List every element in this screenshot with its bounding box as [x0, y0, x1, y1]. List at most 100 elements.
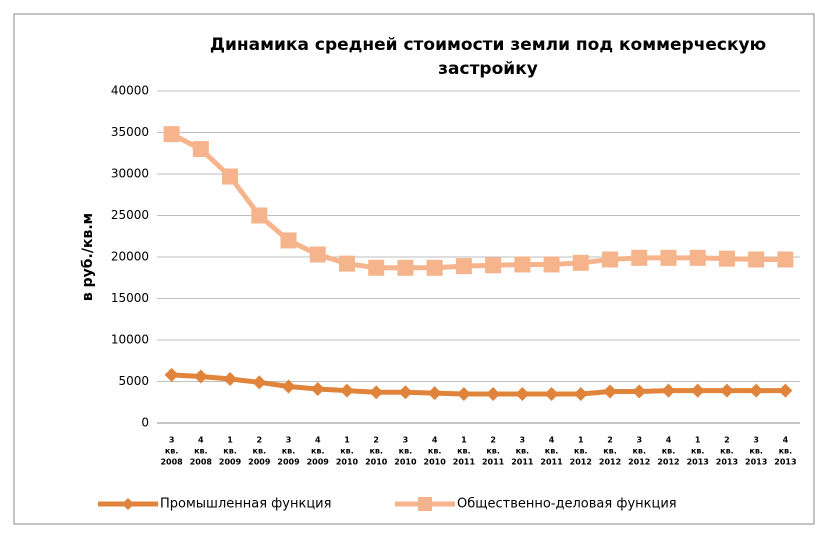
point [426, 259, 443, 276]
x-tick-label: кв. [486, 447, 500, 456]
point [368, 259, 385, 276]
point [339, 383, 354, 398]
point [485, 257, 502, 274]
point [515, 386, 530, 401]
x-tick-label: 2011 [482, 458, 505, 467]
x-tick-label: 3 [286, 436, 292, 445]
x-tick-label: кв. [399, 447, 413, 456]
x-tick-label: 2008 [160, 458, 183, 467]
point [573, 386, 588, 401]
x-tick-label: кв. [662, 447, 676, 456]
point [514, 256, 531, 273]
point [398, 385, 413, 400]
point [748, 251, 765, 268]
point [310, 381, 325, 396]
x-tick-label: 2 [490, 436, 496, 445]
x-tick-label: кв. [194, 447, 208, 456]
point [252, 375, 267, 390]
legend-marker [418, 497, 432, 511]
x-tick-label: 4 [783, 436, 789, 445]
x-tick-label: кв. [253, 447, 267, 456]
legend-marker [122, 498, 134, 510]
point [338, 255, 355, 272]
point [223, 372, 238, 387]
x-tick-label: 3 [753, 436, 759, 445]
point [281, 379, 296, 394]
point [660, 249, 677, 266]
x-tick-label: 2008 [190, 458, 213, 467]
y-tick-label: 0 [141, 416, 149, 430]
point [280, 232, 297, 249]
point [719, 383, 734, 398]
point [164, 367, 179, 382]
x-tick-label: кв. [311, 447, 325, 456]
point [309, 246, 326, 263]
x-tick-label: 1 [461, 436, 467, 445]
x-tick-label: 2012 [657, 458, 679, 467]
point [778, 383, 793, 398]
point [251, 207, 268, 224]
x-tick-label: 4 [315, 436, 321, 445]
x-tick-label: 4 [198, 436, 204, 445]
x-tick-label: кв. [720, 447, 734, 456]
x-tick-label: 2013 [687, 458, 709, 467]
y-tick-label: 15000 [111, 291, 149, 305]
x-tick-label: 2011 [453, 458, 476, 467]
point [718, 250, 735, 267]
chart-title: застройку [438, 59, 538, 79]
point [369, 385, 384, 400]
x-tick-label: кв. [603, 447, 617, 456]
y-tick-label: 20000 [111, 250, 149, 264]
x-tick-label: 1 [578, 436, 584, 445]
point [602, 251, 619, 268]
y-tick-label: 5000 [118, 374, 149, 388]
x-tick-label: кв. [369, 447, 383, 456]
x-tick-label: кв. [632, 447, 646, 456]
point [689, 249, 706, 266]
x-tick-label: 2010 [365, 458, 388, 467]
x-tick-label: 4 [549, 436, 555, 445]
x-tick-label: 2013 [774, 458, 796, 467]
point [690, 383, 705, 398]
x-tick-label: 4 [666, 436, 672, 445]
x-tick-label: 3 [403, 436, 409, 445]
series-line [170, 131, 786, 271]
x-tick-label: 2 [257, 436, 263, 445]
x-tick-label: 2009 [277, 458, 300, 467]
x-tick-label: кв. [545, 447, 559, 456]
x-tick-label: 1 [695, 436, 701, 445]
point [543, 256, 560, 273]
y-tick-label: 10000 [111, 333, 149, 347]
legend-label: Промышленная функция [160, 497, 331, 512]
x-tick-label: 2012 [628, 458, 650, 467]
x-tick-label: 2013 [716, 458, 738, 467]
point [631, 249, 648, 266]
x-tick-label: 2 [607, 436, 613, 445]
x-tick-label: 2009 [307, 458, 330, 467]
x-tick-label: 2009 [219, 458, 242, 467]
x-tick-label: 3 [169, 436, 175, 445]
point [544, 386, 559, 401]
point [456, 386, 471, 401]
x-tick-label: 2012 [599, 458, 621, 467]
x-tick-label: кв. [223, 447, 237, 456]
x-tick-label: 2013 [745, 458, 767, 467]
x-tick-label: 2012 [570, 458, 592, 467]
x-tick-label: 2010 [394, 458, 417, 467]
point [192, 141, 209, 158]
x-tick-label: кв. [457, 447, 471, 456]
point [455, 258, 472, 275]
point [486, 386, 501, 401]
chart-title: Динамика средней стоимости земли под ком… [210, 35, 766, 55]
x-tick-label: 2010 [424, 458, 447, 467]
x-tick-label: 1 [344, 436, 350, 445]
point [193, 369, 208, 384]
y-tick-label: 25000 [111, 208, 149, 222]
x-tick-label: кв. [282, 447, 296, 456]
series-line [171, 372, 786, 397]
x-tick-label: 2009 [248, 458, 271, 467]
x-tick-label: кв. [516, 447, 530, 456]
y-tick-label: 40000 [111, 84, 149, 98]
legend-label: Общественно-деловая функция [457, 497, 677, 512]
